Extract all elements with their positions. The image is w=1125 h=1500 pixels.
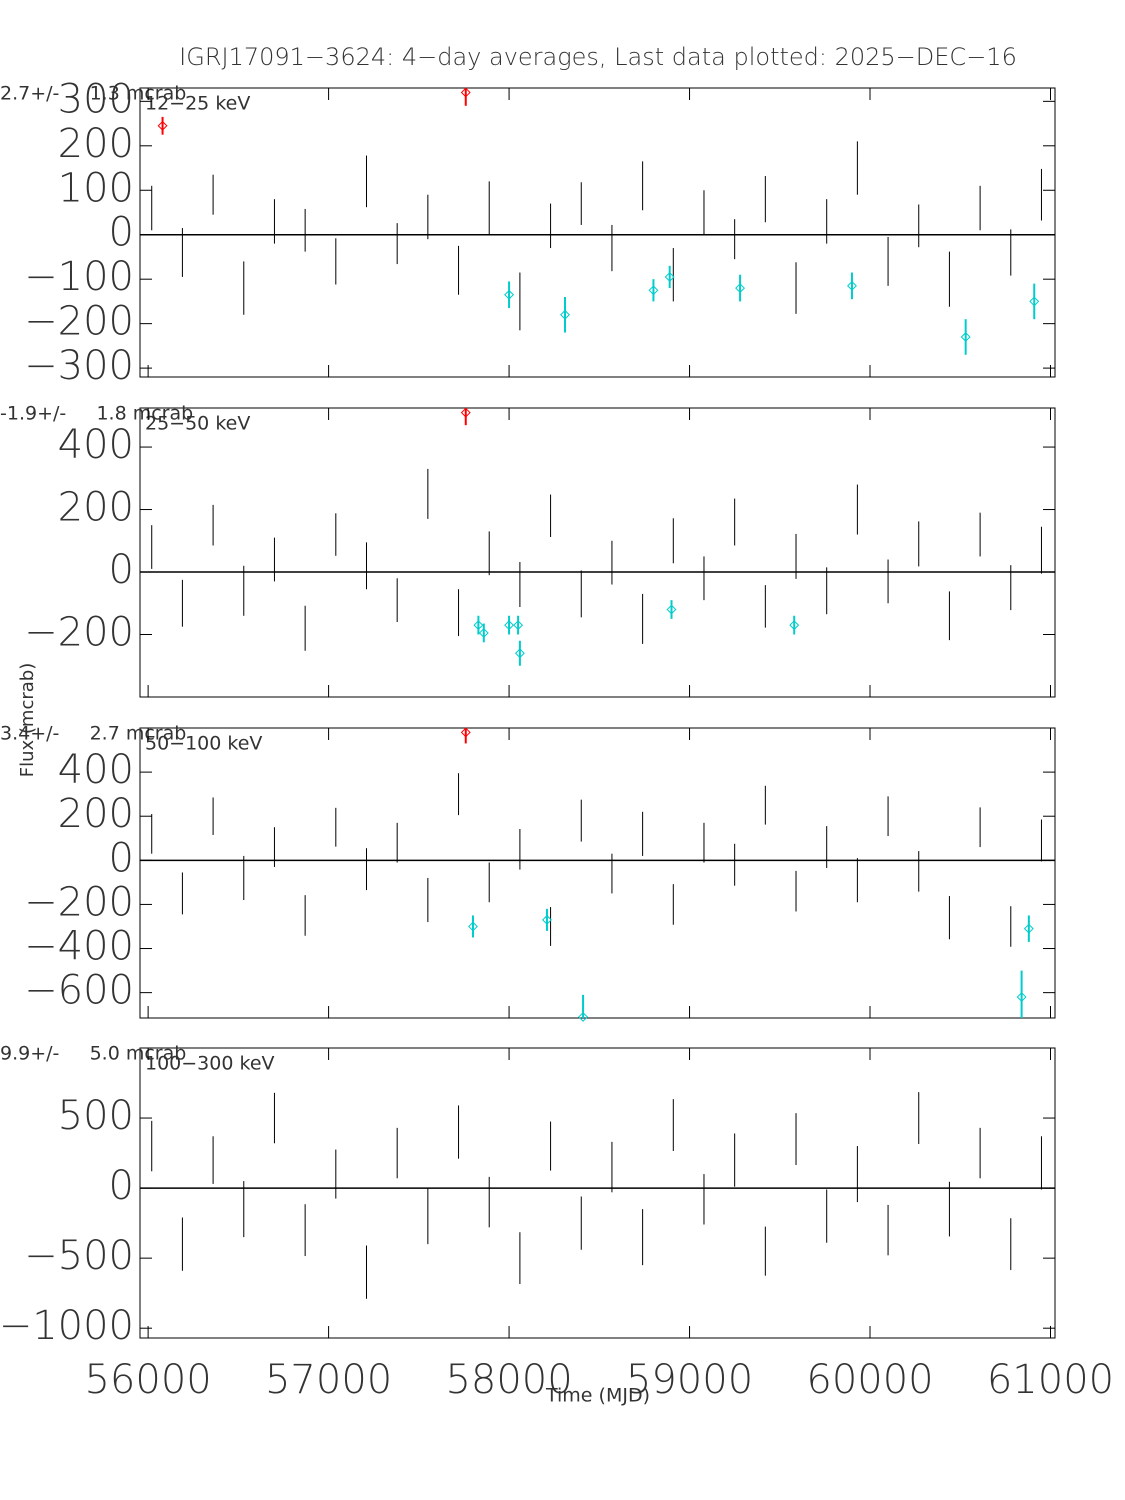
point-marker xyxy=(960,332,971,342)
y-tick-label: −1000 xyxy=(0,1303,134,1349)
y-tick-label: 200 xyxy=(58,791,134,837)
point-marker xyxy=(789,620,800,631)
y-tick-label: 0 xyxy=(109,210,134,256)
y-tick-label: 400 xyxy=(58,747,134,793)
point-marker xyxy=(478,628,489,638)
y-tick-label: −200 xyxy=(24,879,134,925)
y-tick-label: 0 xyxy=(109,835,134,881)
band-label: 50−100 keV xyxy=(145,733,262,755)
point-marker xyxy=(542,914,552,925)
y-tick-label: 300 xyxy=(58,76,134,122)
point-marker xyxy=(1029,296,1040,307)
point-marker xyxy=(514,648,525,659)
y-tick-label: 400 xyxy=(58,422,134,468)
plot-frame xyxy=(139,407,1056,698)
panel-annotation: 2.7+/- 1.3 mcrab xyxy=(0,83,186,105)
y-tick-label: −200 xyxy=(24,299,134,345)
x-tick-label: 59000 xyxy=(626,1357,753,1403)
point-marker xyxy=(666,604,677,615)
point-marker xyxy=(473,620,484,631)
y-tick-label: 0 xyxy=(109,1163,134,1209)
x-tick-label: 61000 xyxy=(987,1357,1114,1403)
y-tick-label: −100 xyxy=(24,254,134,300)
panel-annotation: 9.9+/- 5.0 mcrab xyxy=(0,1043,186,1065)
plot-frame xyxy=(139,87,1056,378)
chart-title: IGRJ17091−3624: 4−day averages, Last dat… xyxy=(179,43,1017,71)
y-tick-label: 100 xyxy=(58,165,134,211)
band-label: 25−50 keV xyxy=(145,413,250,435)
point-marker xyxy=(504,620,515,631)
point-marker xyxy=(578,1011,589,1022)
x-tick-label: 56000 xyxy=(84,1357,211,1403)
point-marker xyxy=(460,727,471,738)
y-tick-label: −500 xyxy=(24,1233,134,1279)
x-axis-label: Time (MJD) xyxy=(545,1385,650,1407)
point-marker xyxy=(664,272,675,282)
point-marker xyxy=(504,289,515,300)
point-marker xyxy=(847,280,857,291)
plot-frame xyxy=(139,727,1056,1019)
plot-frame xyxy=(139,1047,1056,1339)
x-tick-label: 60000 xyxy=(806,1357,933,1403)
point-marker xyxy=(560,309,570,320)
band-label: 100−300 keV xyxy=(145,1053,275,1075)
y-tick-label: 200 xyxy=(58,121,134,167)
y-tick-label: −300 xyxy=(24,343,134,389)
point-marker xyxy=(460,407,471,418)
point-marker xyxy=(735,283,746,294)
y-axis-label: Flux (mcrab) xyxy=(17,663,38,777)
band-label: 12−25 keV xyxy=(145,93,250,115)
panel-annotation: -1.9+/- 1.8 mcrab xyxy=(0,403,193,425)
point-marker xyxy=(648,285,659,296)
point-marker xyxy=(1016,992,1027,1002)
point-marker xyxy=(1023,923,1034,934)
point-marker xyxy=(157,120,168,131)
y-tick-label: 200 xyxy=(58,485,134,531)
point-marker xyxy=(468,921,478,932)
y-tick-label: −600 xyxy=(24,968,134,1014)
point-marker xyxy=(460,87,471,98)
panel-annotation: 3.4+/- 2.7 mcrab xyxy=(0,723,186,745)
y-tick-label: −200 xyxy=(24,610,134,656)
y-tick-label: 0 xyxy=(109,547,134,593)
y-tick-label: 500 xyxy=(58,1093,134,1139)
x-tick-label: 57000 xyxy=(265,1357,392,1403)
point-marker xyxy=(513,620,524,631)
x-tick-label: 58000 xyxy=(445,1357,572,1403)
y-tick-label: −400 xyxy=(24,924,134,970)
